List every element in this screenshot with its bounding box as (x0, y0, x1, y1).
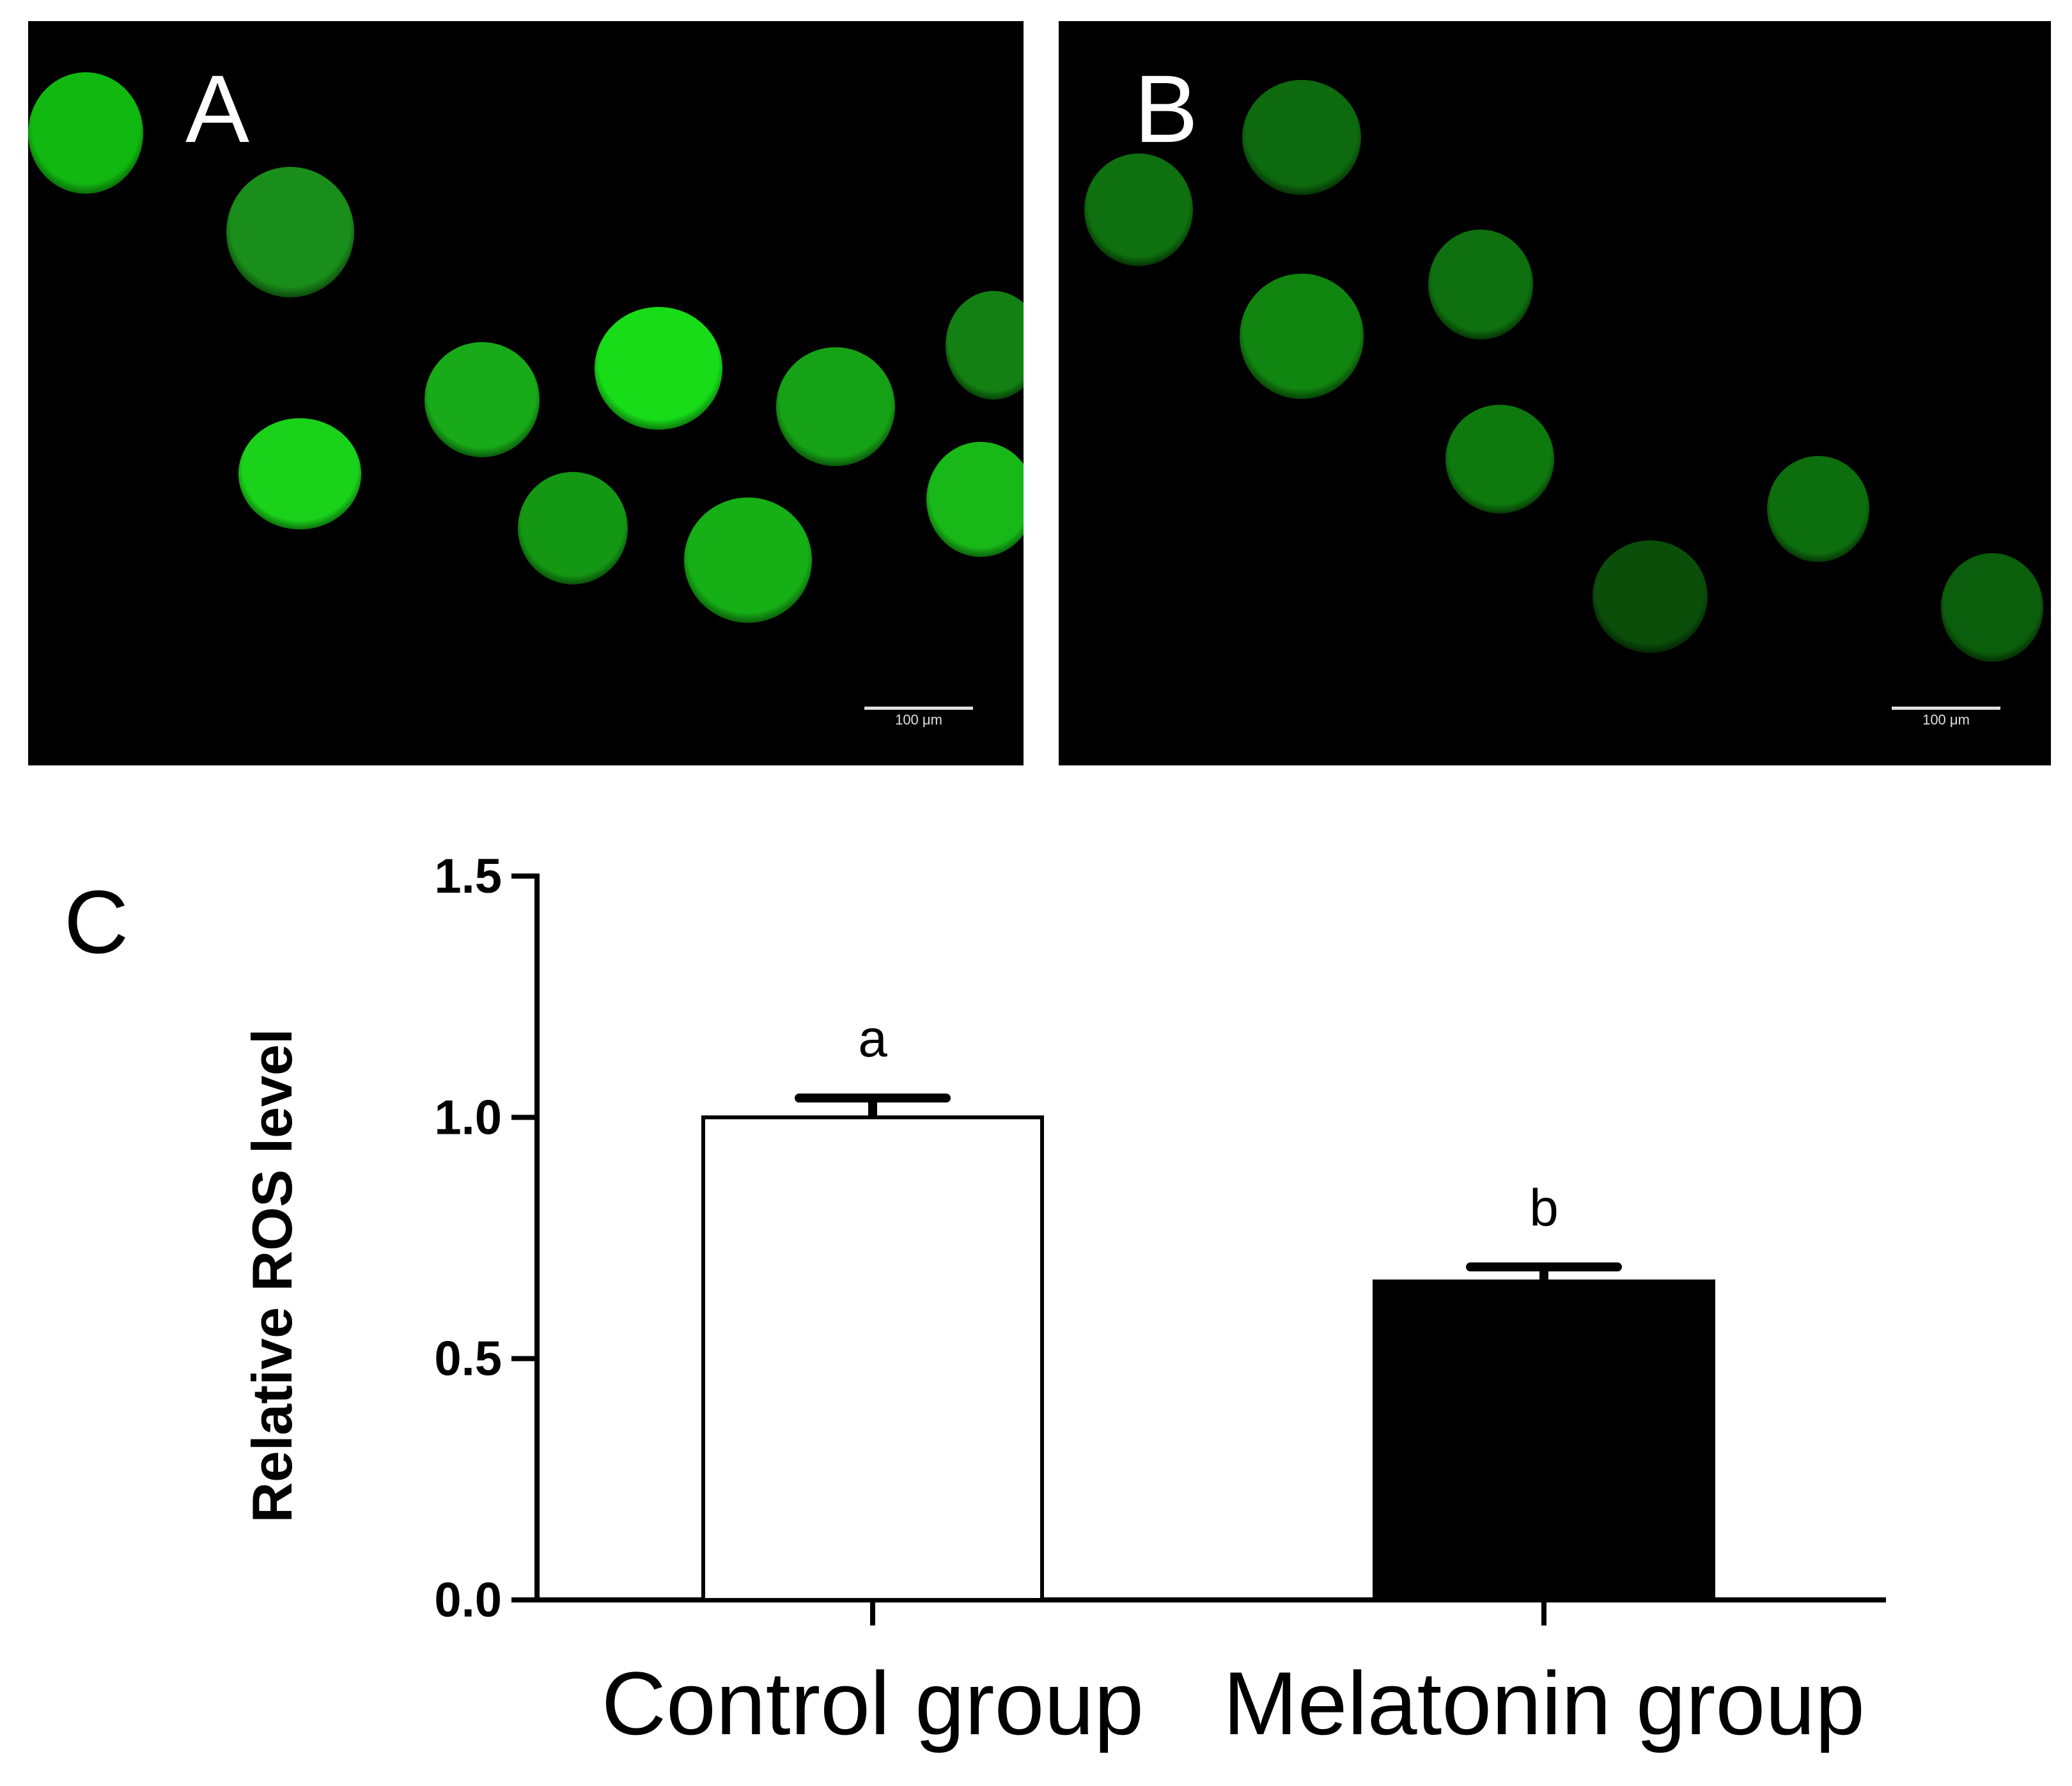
oocyte-b-4 (1240, 274, 1364, 399)
micrograph-panel-a: A 100 μm (28, 21, 1024, 765)
micrograph-panel-b: B 100 μm (1059, 21, 2051, 765)
panel-label-a: A (185, 55, 250, 162)
oocyte-a-6 (946, 291, 1024, 400)
oocyte-b-8 (1941, 553, 2043, 662)
scale-bar-label-a: 100 μm (895, 712, 942, 728)
oocyte-image-b (1084, 80, 2043, 662)
oocyte-a-8 (518, 472, 628, 584)
significance-label-1: a (858, 1010, 887, 1068)
oocyte-a-5 (776, 347, 895, 466)
bars: a Control group b Melatonin group (602, 1010, 1865, 1753)
oocyte-a-9 (684, 497, 812, 623)
y-ticks: 0.0 0.5 1.0 1.5 (434, 849, 537, 1627)
bar-1 (701, 1115, 1044, 1602)
x-category-label-1: Control group (602, 1653, 1144, 1753)
oocyte-b-7 (1593, 540, 1708, 653)
scale-bar-a (864, 707, 973, 710)
y-tick-label: 0.5 (434, 1332, 502, 1386)
oocyte-a-4 (595, 307, 722, 430)
y-tick-label: 1.5 (434, 849, 502, 904)
y-tick-label: 0.0 (434, 1573, 502, 1627)
oocyte-b-2 (1084, 153, 1193, 266)
oocyte-a-7 (238, 418, 361, 529)
panel-label-b: B (1134, 55, 1199, 162)
significance-label-2: b (1529, 1179, 1559, 1237)
x-category-label-2: Melatonin group (1223, 1653, 1865, 1753)
y-tick-label: 1.0 (434, 1090, 502, 1145)
oocyte-a-2 (226, 167, 354, 297)
oocyte-b-1 (1242, 80, 1361, 195)
oocyte-b-3 (1428, 230, 1533, 340)
oocyte-image-a (28, 72, 1024, 623)
chart-canvas: C Relative ROS level 0.0 0.5 1.0 1.5 a Contr… (64, 849, 1886, 1753)
y-axis-label: Relative ROS level (240, 1029, 304, 1523)
oocyte-b-5 (1445, 405, 1554, 513)
oocyte-a-1 (28, 72, 143, 194)
scale-bar-b (1892, 707, 2000, 710)
oocyte-a-10 (926, 442, 1024, 557)
bar-2 (1373, 1279, 1715, 1602)
scale-bar-label-b: 100 μm (1922, 712, 1970, 728)
oocyte-a-3 (425, 342, 540, 457)
bar-chart: C Relative ROS level 0.0 0.5 1.0 1.5 a Contr… (0, 767, 2072, 1783)
oocyte-b-6 (1767, 456, 1869, 562)
panel-label-c: C (64, 872, 129, 972)
